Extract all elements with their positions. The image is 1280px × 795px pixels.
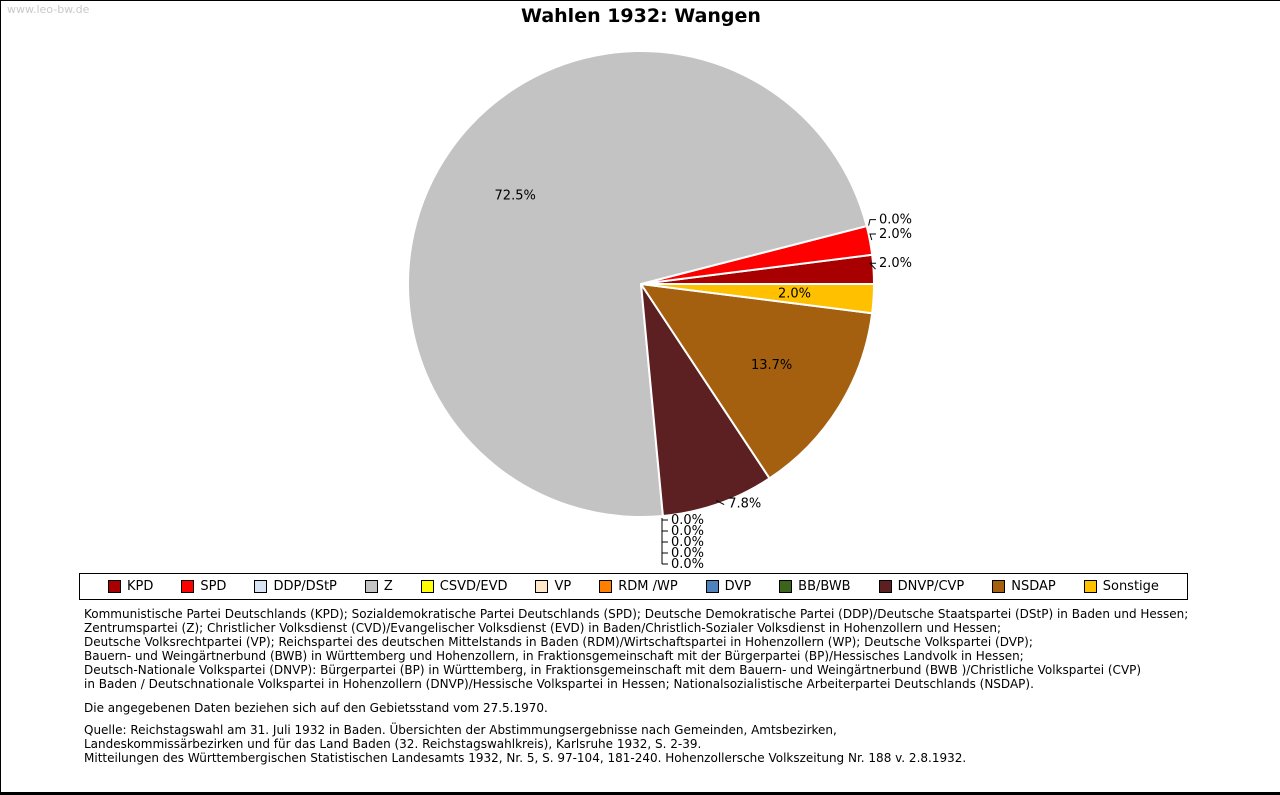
legend-swatch-kpd xyxy=(107,580,121,593)
note-territory: Die angegebenen Daten beziehen sich auf … xyxy=(84,701,548,715)
slice-label-dnvp-cvp: 7.8% xyxy=(728,497,761,512)
slice-label-rdm-wp: 0.0% xyxy=(671,535,704,550)
legend-swatch-dvp xyxy=(705,580,719,593)
legend-label: BB/BWB xyxy=(798,579,851,594)
legend-swatch-rdm-wp xyxy=(599,580,613,593)
note-abbreviations: Kommunistische Partei Deutschlands (KPD)… xyxy=(84,607,1189,691)
label-leader-line xyxy=(868,219,876,226)
legend-item-z: Z xyxy=(364,579,393,594)
legend-label: Z xyxy=(383,579,393,594)
legend-swatch-bb-bwb xyxy=(779,580,793,593)
legend-label: DVP xyxy=(724,579,752,594)
slice-label-csvd-evd: 0.0% xyxy=(671,513,704,528)
legend-label: SPD xyxy=(200,579,227,594)
legend-item-nsdap: NSDAP xyxy=(992,579,1056,594)
legend-label: DNVP/CVP xyxy=(897,579,965,594)
legend-label: DDP/DStP xyxy=(273,579,337,594)
legend-item-spd: SPD xyxy=(181,579,226,594)
legend-item-vp: VP xyxy=(535,579,571,594)
pie-slice-sonstige xyxy=(640,283,875,315)
legend-label: CSVD/EVD xyxy=(439,579,508,594)
legend-item-ddp-dstp: DDP/DStP xyxy=(254,579,337,594)
legend-swatch-vp xyxy=(535,580,549,593)
legend-item-bb-bwb: BB/BWB xyxy=(779,579,851,594)
pie-chart: 2.0%2.0%0.0%72.5%7.8%13.7%2.0%0.0%0.0%0.… xyxy=(407,50,912,572)
legend-item-kpd: KPD xyxy=(107,579,154,594)
pie-slice-nsdap xyxy=(640,283,874,480)
pie-slice-z xyxy=(407,50,868,518)
label-leader-line xyxy=(715,500,725,506)
legend-label: RDM /WP xyxy=(618,579,678,594)
slice-label-nsdap: 13.7% xyxy=(751,358,792,373)
legend-label: VP xyxy=(554,579,572,594)
legend: KPD SPD DDP/DStP Z CSVD/EVD VP RDM /WP DVP BB/BW… xyxy=(79,573,1188,600)
legend-swatch-z xyxy=(364,580,378,593)
legend-swatch-sonstige xyxy=(1083,580,1097,593)
note-source: Quelle: Reichstagswahl am 31. Juli 1932 … xyxy=(84,723,967,765)
notes: Kommunistische Partei Deutschlands (KPD)… xyxy=(84,607,1276,765)
pie-slice-dnvp-cvp xyxy=(640,283,771,517)
legend-swatch-spd xyxy=(181,580,195,593)
legend-label: KPD xyxy=(126,579,154,594)
slice-label-kpd: 2.0% xyxy=(879,256,912,271)
slice-label-sonstige: 2.0% xyxy=(778,287,811,302)
legend-label: NSDAP xyxy=(1011,579,1056,594)
legend-swatch-dnvp-cvp xyxy=(878,580,892,593)
legend-swatch-csvd-evd xyxy=(420,580,434,593)
slice-label-bb-bwb: 0.0% xyxy=(671,557,704,572)
chart-title: Wahlen 1932: Wangen xyxy=(521,5,761,27)
legend-item-rdm-wp: RDM /WP xyxy=(599,579,678,594)
label-leader-line xyxy=(869,233,876,241)
legend-label: Sonstige xyxy=(1102,579,1159,594)
legend-item-dvp: DVP xyxy=(705,579,752,594)
legend-item-sonstige: Sonstige xyxy=(1083,579,1159,594)
slice-label-dvp: 0.0% xyxy=(671,546,704,561)
label-leader-line xyxy=(868,262,876,270)
legend-swatch-ddp-dstp xyxy=(254,580,268,593)
legend-swatch-nsdap xyxy=(992,580,1006,593)
slice-label-vp: 0.0% xyxy=(671,524,704,539)
slice-label-ddp-dstp: 0.0% xyxy=(879,213,912,228)
slice-label-spd: 2.0% xyxy=(879,227,912,242)
watermark: www.leo-bw.de xyxy=(7,3,90,16)
legend-item-dnvp-cvp: DNVP/CVP xyxy=(878,579,965,594)
legend-item-csvd-evd: CSVD/EVD xyxy=(420,579,508,594)
slice-label-z: 72.5% xyxy=(495,189,536,204)
